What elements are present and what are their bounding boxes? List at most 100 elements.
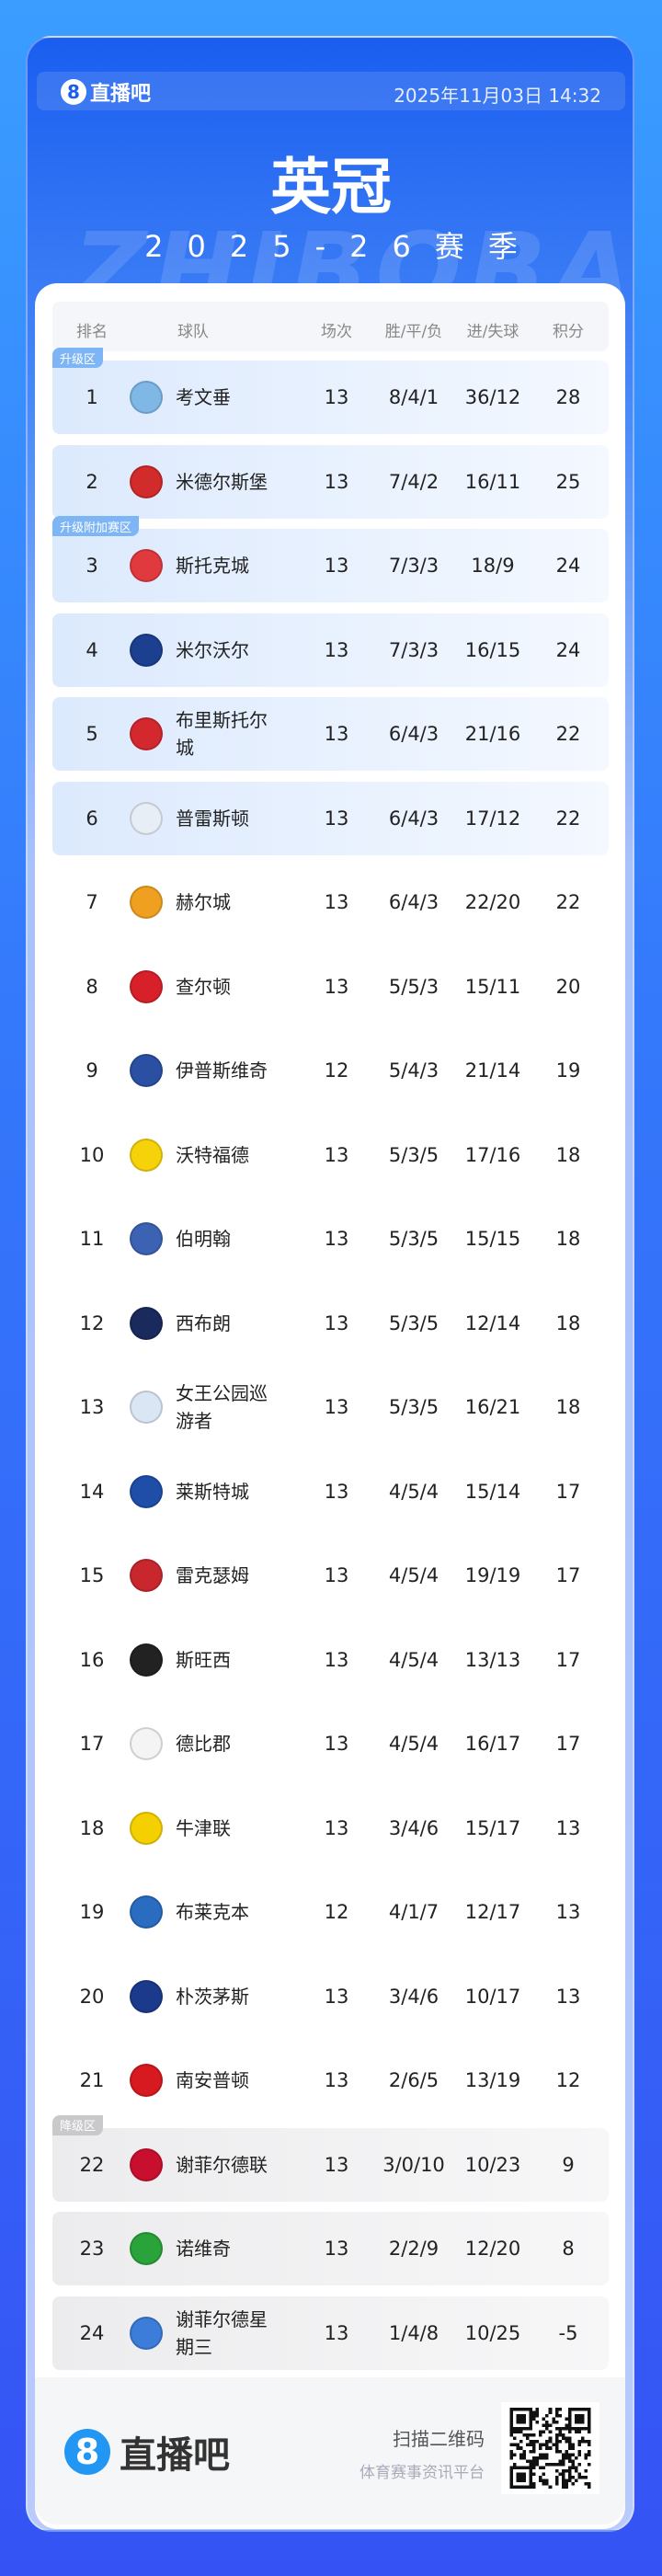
goals: 18/9 [471, 555, 515, 577]
points: 13 [555, 1985, 581, 2008]
table-row[interactable]: 24 谢菲尔德星期三 13 1/4/8 10/25 -5 [52, 2296, 609, 2370]
table-row[interactable]: 9 伊普斯维奇 12 5/4/3 21/14 19 [52, 1034, 609, 1107]
goals: 21/14 [464, 1059, 521, 1082]
season-label: 2025-26赛季 [144, 229, 542, 264]
team-logo-icon [130, 2064, 163, 2097]
team-name[interactable]: 布里斯托尔城 [176, 709, 268, 759]
team-name[interactable]: 赫尔城 [176, 891, 231, 913]
team-name[interactable]: 牛津联 [176, 1816, 231, 1839]
table-row[interactable]: 17 德比郡 13 4/5/4 16/17 17 [52, 1707, 609, 1780]
table-row[interactable]: 2 米德尔斯堡 13 7/4/2 16/11 25 [52, 444, 609, 519]
team-name[interactable]: 查尔顿 [176, 975, 231, 998]
team-logo-icon [130, 2147, 163, 2181]
scan-qr-label: 扫描二维码 [393, 2428, 485, 2450]
team-name[interactable]: 布莱克本 [176, 1901, 249, 1923]
team-name[interactable]: 女王公园巡游者 [176, 1382, 268, 1432]
table-row[interactable]: 16 斯旺西 13 4/5/4 13/13 17 [52, 1623, 609, 1697]
team-name[interactable]: 沃特福德 [176, 1143, 249, 1166]
table-row[interactable]: 20 朴茨茅斯 13 3/4/6 10/17 13 [52, 1960, 609, 2033]
table-row[interactable]: 19 布莱克本 12 4/1/7 12/17 13 [52, 1875, 609, 1949]
team-name[interactable]: 米尔沃尔 [176, 638, 249, 661]
wdl: 3/4/6 [388, 1816, 439, 1839]
wdl: 4/5/4 [388, 1564, 439, 1586]
goals: 36/12 [464, 386, 521, 408]
col-team: 球队 [177, 323, 209, 341]
points: 18 [555, 1143, 581, 1166]
table-row[interactable]: 15 雷克瑟姆 13 4/5/4 19/19 17 [52, 1539, 609, 1612]
team-name[interactable]: 斯托克城 [176, 555, 249, 577]
team-name[interactable]: 普雷斯顿 [176, 807, 249, 830]
rank: 15 [79, 1564, 105, 1586]
points: 22 [555, 807, 581, 830]
played: 13 [324, 891, 349, 913]
qr-code[interactable] [501, 2402, 599, 2494]
played: 13 [324, 1816, 349, 1839]
team-name[interactable]: 诺维奇 [176, 2238, 231, 2260]
played: 13 [324, 1143, 349, 1166]
goals: 17/12 [464, 807, 521, 830]
wdl: 6/4/3 [388, 723, 439, 745]
table-row[interactable]: 11 伯明翰 13 5/3/5 15/15 18 [52, 1202, 609, 1276]
table-row[interactable]: 23 诺维奇 13 2/2/9 12/20 8 [52, 2212, 609, 2285]
table-row[interactable]: 8 查尔顿 13 5/5/3 15/11 20 [52, 950, 609, 1024]
rank: 3 [86, 555, 98, 577]
points: 20 [555, 975, 581, 998]
table-row[interactable]: 14 莱斯特城 13 4/5/4 15/14 17 [52, 1455, 609, 1528]
team-name[interactable]: 南安普顿 [176, 2069, 249, 2091]
col-goals: 进/失球 [466, 323, 519, 341]
rank: 7 [86, 891, 98, 913]
table-row[interactable]: 降级区 22 谢菲尔德联 13 3/0/10 10/23 9 [52, 2114, 609, 2202]
table-row[interactable]: 7 赫尔城 13 6/4/3 22/20 22 [52, 865, 609, 939]
table-row[interactable]: 升级附加赛区 3 斯托克城 13 7/3/3 18/9 24 [52, 516, 609, 602]
played: 13 [324, 1733, 349, 1755]
points: 22 [555, 723, 581, 745]
table-row[interactable]: 21 南安普顿 13 2/6/5 13/19 12 [52, 2044, 609, 2117]
points: -5 [558, 2321, 578, 2344]
team-logo-icon [130, 1643, 163, 1677]
table-row[interactable]: 5 布里斯托尔城 13 6/4/3 21/16 22 [52, 697, 609, 771]
team-logo-icon [130, 801, 163, 835]
team-name[interactable]: 莱斯特城 [176, 1480, 249, 1503]
goals: 13/13 [464, 1648, 521, 1671]
points: 25 [555, 470, 581, 493]
team-name[interactable]: 伊普斯维奇 [176, 1059, 268, 1082]
team-name[interactable]: 德比郡 [176, 1733, 231, 1755]
played: 13 [324, 807, 349, 830]
team-name[interactable]: 伯明翰 [176, 1228, 231, 1250]
goals: 15/17 [464, 1816, 521, 1839]
goals: 10/23 [464, 2153, 521, 2176]
team-name[interactable]: 雷克瑟姆 [176, 1564, 249, 1586]
goals: 12/14 [464, 1311, 521, 1334]
points: 17 [555, 1648, 581, 1671]
rank: 16 [79, 1648, 105, 1671]
team-name[interactable]: 谢菲尔德星期三 [176, 2307, 268, 2358]
table-row[interactable]: 13 女王公园巡游者 13 5/3/5 16/21 18 [52, 1370, 609, 1444]
played: 13 [324, 723, 349, 745]
played: 13 [324, 470, 349, 493]
wdl: 3/4/6 [388, 1985, 439, 2008]
played: 13 [324, 1648, 349, 1671]
team-name[interactable]: 米德尔斯堡 [176, 470, 268, 493]
team-name[interactable]: 斯旺西 [176, 1648, 231, 1671]
zone-tag: 升级区 [52, 348, 104, 368]
table-row[interactable]: 升级区 1 考文垂 13 8/4/1 36/12 28 [52, 348, 609, 434]
table-row[interactable]: 4 米尔沃尔 13 7/3/3 16/15 24 [52, 613, 609, 687]
table-row[interactable]: 12 西布朗 13 5/3/5 12/14 18 [52, 1287, 609, 1360]
rank: 8 [86, 975, 98, 998]
team-name[interactable]: 考文垂 [176, 386, 231, 408]
team-logo-icon [130, 381, 163, 414]
table-row[interactable]: 10 沃特福德 13 5/3/5 17/16 18 [52, 1118, 609, 1192]
wdl: 6/4/3 [388, 891, 439, 913]
goals: 15/15 [464, 1228, 521, 1250]
rank: 2 [86, 470, 98, 493]
points: 17 [555, 1733, 581, 1755]
logo-8-icon: 8 [64, 2429, 110, 2475]
rank: 19 [79, 1901, 105, 1923]
table-row[interactable]: 6 普雷斯顿 13 6/4/3 17/12 22 [52, 781, 609, 855]
team-name[interactable]: 西布朗 [176, 1311, 231, 1334]
team-name[interactable]: 朴茨茅斯 [176, 1985, 249, 2008]
goals: 16/11 [464, 470, 521, 493]
top-bar [37, 72, 625, 110]
table-row[interactable]: 18 牛津联 13 3/4/6 15/17 13 [52, 1792, 609, 1865]
team-name[interactable]: 谢菲尔德联 [176, 2153, 268, 2176]
